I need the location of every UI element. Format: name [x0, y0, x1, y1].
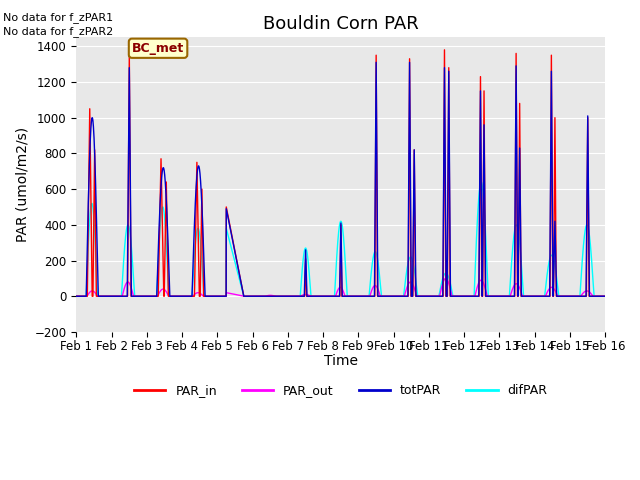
Text: No data for f_zPAR2: No data for f_zPAR2 [3, 26, 113, 37]
Y-axis label: PAR (umol/m2/s): PAR (umol/m2/s) [15, 127, 29, 242]
Legend: PAR_in, PAR_out, totPAR, difPAR: PAR_in, PAR_out, totPAR, difPAR [129, 379, 552, 402]
Text: No data for f_zPAR1: No data for f_zPAR1 [3, 12, 113, 23]
Title: Bouldin Corn PAR: Bouldin Corn PAR [263, 15, 419, 33]
X-axis label: Time: Time [324, 354, 358, 368]
Text: BC_met: BC_met [132, 42, 184, 55]
